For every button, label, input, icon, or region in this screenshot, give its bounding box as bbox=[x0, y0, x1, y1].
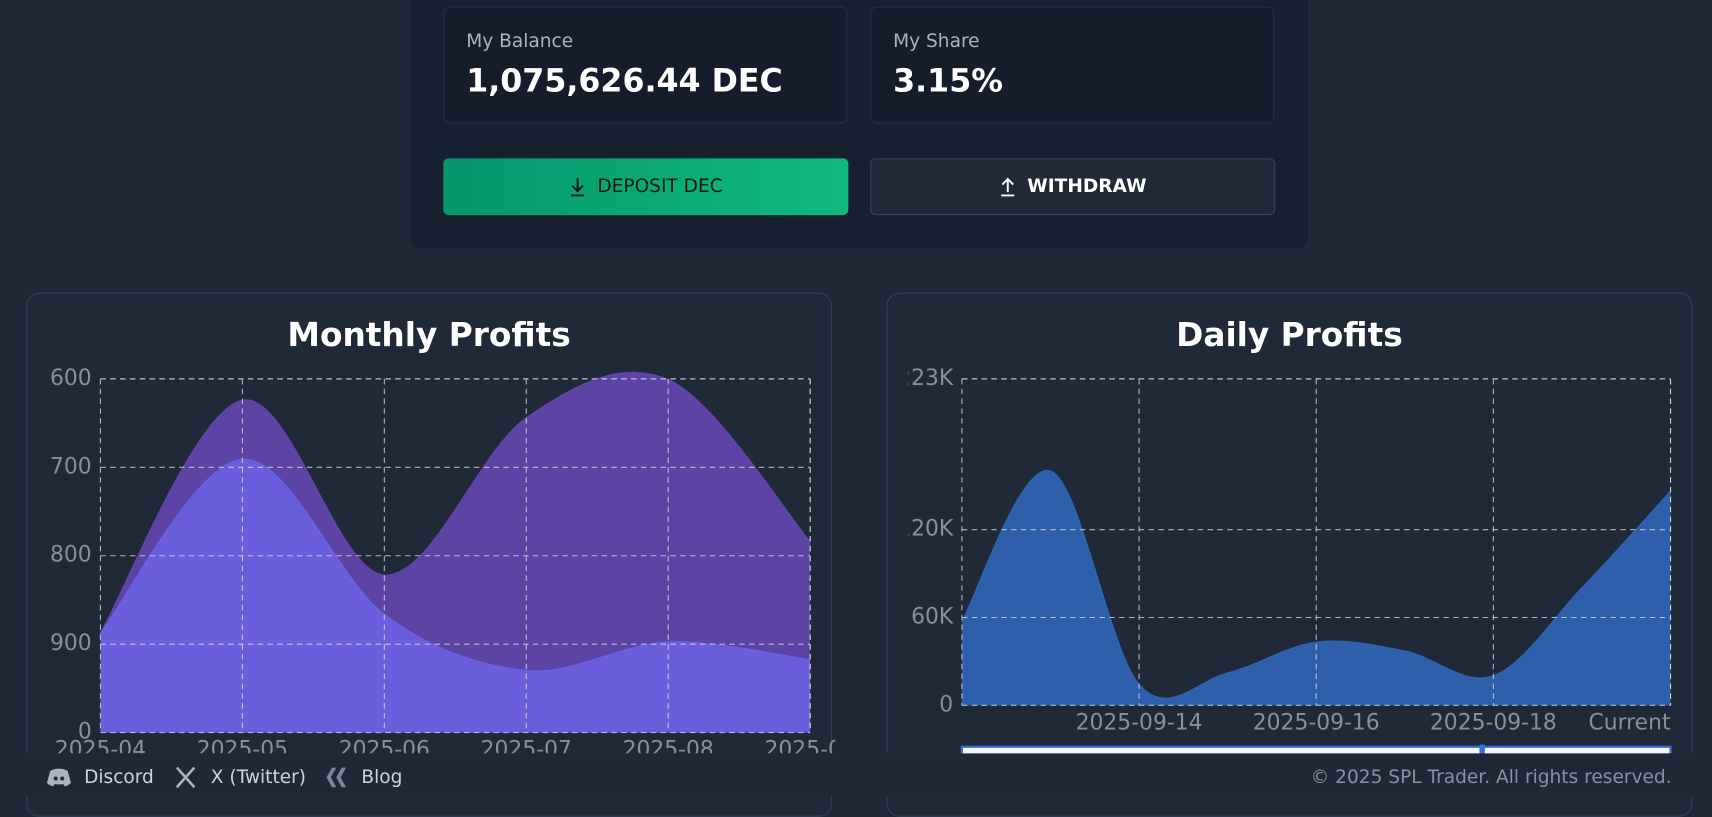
x-tick-label: 2025-04 bbox=[55, 738, 146, 763]
copyright: © 2025 SPL Trader. All rights reserved. bbox=[1310, 766, 1672, 789]
download-icon bbox=[571, 177, 585, 197]
monthly-chart: 0 900 1800 2700 3600 2025-04 2025-05 2025-06 202… bbox=[36, 366, 856, 763]
balance-card: My Balance 1,075,626.44 DEC bbox=[443, 6, 848, 124]
x-tick-label: 2025-05 bbox=[197, 738, 288, 763]
y-tick-label: 900 bbox=[50, 631, 92, 656]
footer-link[interactable]: Blog bbox=[361, 766, 403, 789]
chart-title: Monthly Profits bbox=[287, 316, 570, 354]
line bbox=[99, 458, 811, 672]
card-label: My Share bbox=[893, 30, 980, 53]
x-tick-label: 2025-09-16 bbox=[1253, 710, 1380, 735]
area bbox=[100, 459, 811, 733]
footer: Discord X (Twitter) Blog © 2025 SPL Trad… bbox=[0, 753, 1712, 796]
y-tick-label: 0 bbox=[939, 692, 953, 717]
y-tick-label: 3600 bbox=[36, 366, 92, 391]
y-tick-label: 60K bbox=[911, 604, 954, 629]
line bbox=[99, 371, 811, 634]
x-tick-label: 2025-09-14 bbox=[1076, 710, 1203, 735]
zoom-handle[interactable] bbox=[1479, 744, 1485, 760]
page: My Balance 1,075,626.44 DEC My Share 3.1… bbox=[0, 6, 1712, 817]
button-label: DEPOSIT DEC bbox=[597, 175, 723, 198]
share-card: My Share 3.15% bbox=[870, 6, 1275, 124]
charts: 0 900 1800 2700 3600 2025-04 2025-05 2025-06 202… bbox=[36, 316, 1672, 763]
y-tick-label: 223K bbox=[897, 366, 954, 391]
line bbox=[961, 470, 1672, 700]
root: My Balance 1,075,626.44 DEC My Share 3.1… bbox=[0, 6, 1712, 817]
y-tick-label: 1800 bbox=[36, 543, 92, 568]
card-value: 1,075,626.44 DEC bbox=[466, 62, 783, 100]
discord-icon bbox=[46, 768, 71, 787]
x-tick-label: 2025-09 bbox=[765, 738, 856, 763]
x-tick-label: 2025-06 bbox=[339, 738, 430, 763]
x-tick-label: 2025-08 bbox=[623, 738, 714, 763]
card-label: My Balance bbox=[466, 30, 574, 53]
x-tick-label: 2025-07 bbox=[481, 738, 572, 763]
card-value: 3.15% bbox=[893, 62, 1003, 100]
button-label: WITHDRAW bbox=[1027, 175, 1147, 198]
x-tick-label: Current bbox=[1589, 710, 1671, 735]
blog-icon bbox=[326, 767, 347, 788]
y-tick-label: 120K bbox=[897, 517, 954, 542]
x-icon bbox=[175, 766, 196, 789]
withdraw-button[interactable]: WITHDRAW bbox=[870, 158, 1276, 216]
deposit-button[interactable]: DEPOSIT DEC bbox=[443, 158, 849, 216]
y-tick-label: 0 bbox=[78, 720, 92, 745]
y-tick-label: 2700 bbox=[36, 454, 92, 479]
footer-link[interactable]: X (Twitter) bbox=[210, 766, 307, 789]
chart-title: Daily Profits bbox=[1176, 316, 1403, 354]
daily-chart: 0 60K 120K 223K 2025-09-14 2025-09-16 2025-09-… bbox=[897, 366, 1672, 735]
upload-icon bbox=[1001, 177, 1015, 197]
x-tick-label: 2025-09-18 bbox=[1430, 710, 1557, 735]
footer-link[interactable]: Discord bbox=[84, 766, 154, 789]
